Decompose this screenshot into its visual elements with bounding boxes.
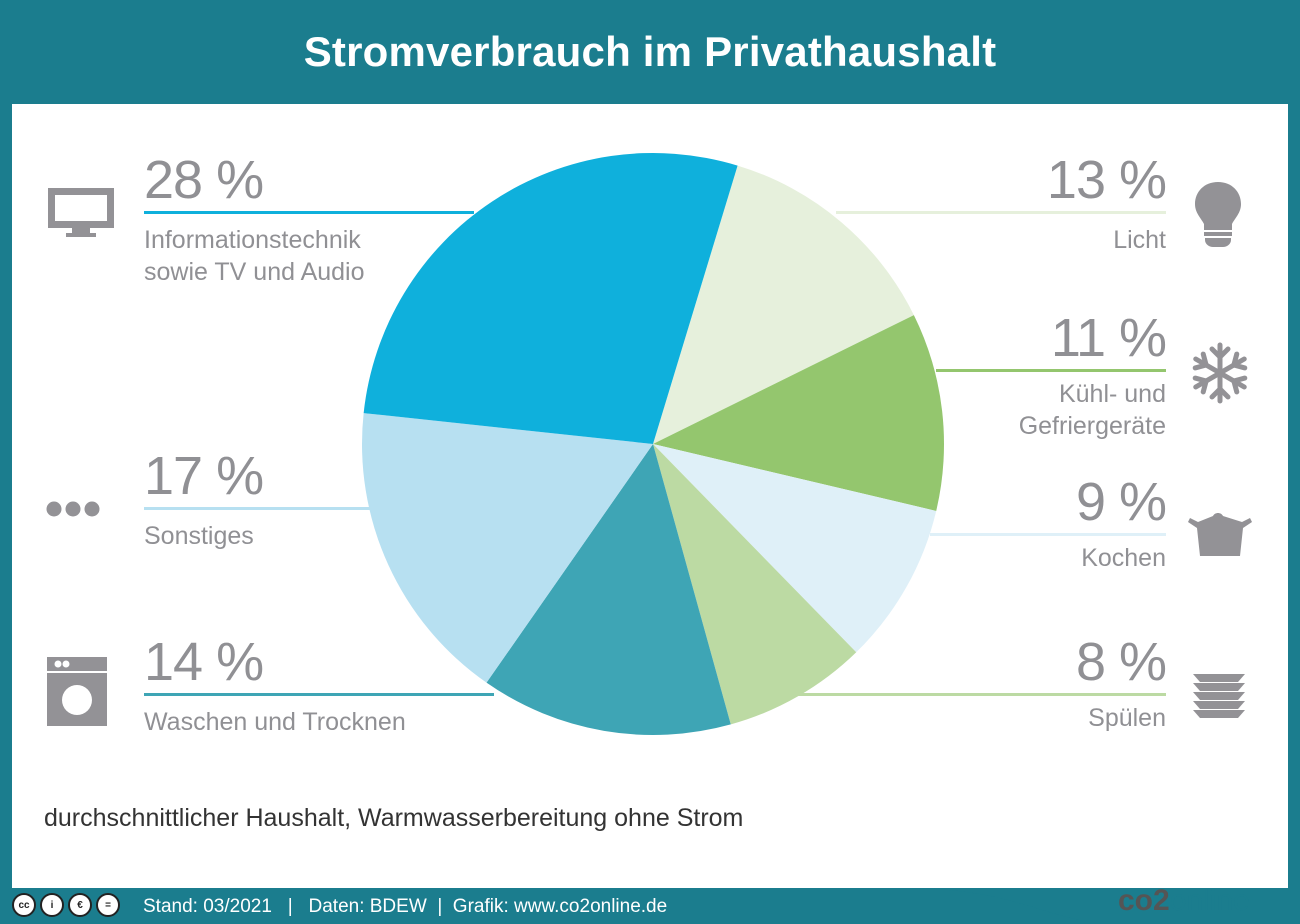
legend-pct: 8 % — [1075, 632, 1167, 692]
legend-item-sonstiges: 17 % Sonstiges — [144, 448, 374, 552]
pie-slice-licht — [653, 165, 914, 444]
legend-rule — [836, 211, 1166, 214]
pie-slice-waschen-und-trocknen — [486, 444, 731, 736]
legend-label: Waschen und Trocknen — [144, 708, 406, 736]
legend-item-kuehl: 11 % Kühl- und Gefriergeräte — [936, 308, 1167, 442]
legend-rule — [144, 693, 494, 696]
legend-label-line2: sowie TV und Audio — [144, 258, 365, 286]
washing-machine-icon — [47, 657, 107, 726]
legend-pct: 9 % — [1075, 472, 1167, 532]
logo-part2: online — [1169, 884, 1250, 917]
legend-item-it: 28 % Informationstechnik sowie TV und Au… — [144, 152, 474, 288]
legend-item-licht: 13 % Licht — [836, 150, 1167, 256]
snowflake-icon — [1192, 342, 1248, 404]
legend-rule — [930, 533, 1166, 536]
cc-nd-icon: = — [96, 893, 120, 917]
cooking-pot-icon — [1188, 513, 1252, 556]
more-dots-icon — [46, 501, 100, 517]
legend-label-line1: Kühl- und — [1058, 380, 1166, 408]
legend-label: Sonstiges — [144, 522, 254, 550]
legend-pct: 13 % — [1046, 150, 1167, 210]
legend-rule — [936, 369, 1166, 372]
legend-label-line1: Informationstechnik — [144, 226, 361, 254]
legend-rule — [144, 507, 374, 510]
logo-part1: co2 — [1118, 884, 1170, 917]
legend-item-waschen: 14 % Waschen und Trocknen — [144, 634, 494, 738]
footer-credits: Stand: 03/2021 | Daten: BDEW | Grafik: w… — [143, 896, 668, 917]
legend-rule — [770, 693, 1166, 696]
footer-wave — [0, 888, 1080, 924]
pie-slice-kühl-und-gefriergeräte — [653, 315, 945, 511]
dishes-stack-icon — [1193, 674, 1245, 718]
license-icons: cc i € = — [12, 893, 120, 917]
pie-slice-kochen — [653, 444, 937, 653]
co2online-logo: co2online — [1118, 884, 1250, 918]
legend-rule — [144, 211, 474, 214]
legend-item-spuelen: 8 % Spülen — [770, 632, 1167, 734]
legend-pct: 17 % — [144, 446, 264, 506]
cc-icon: cc — [12, 893, 36, 917]
pie-slice-informationstechnik-sowie-tv-und-audio — [363, 153, 738, 444]
legend-item-kochen: 9 % Kochen — [930, 472, 1167, 574]
page-title: Stromverbrauch im Privathaushalt — [303, 28, 997, 75]
pie-chart — [362, 153, 945, 736]
chart-note: durchschnittlicher Haushalt, Warmwasserb… — [44, 804, 744, 832]
pie-slice-sonstiges — [362, 413, 653, 683]
cc-by-icon: i — [40, 893, 64, 917]
legend-pct: 28 % — [144, 150, 264, 210]
monitor-icon — [48, 188, 114, 237]
legend-label-line2: Gefriergeräte — [1018, 412, 1166, 440]
cc-nc-icon: € — [68, 893, 92, 917]
legend-label: Licht — [1113, 226, 1166, 254]
legend-label: Kochen — [1081, 544, 1166, 572]
legend-label: Spülen — [1088, 704, 1166, 732]
legend-pct: 11 % — [1050, 308, 1167, 368]
lightbulb-icon — [1195, 182, 1241, 247]
legend-pct: 14 % — [144, 632, 264, 692]
pie-slice-spülen — [653, 444, 857, 725]
